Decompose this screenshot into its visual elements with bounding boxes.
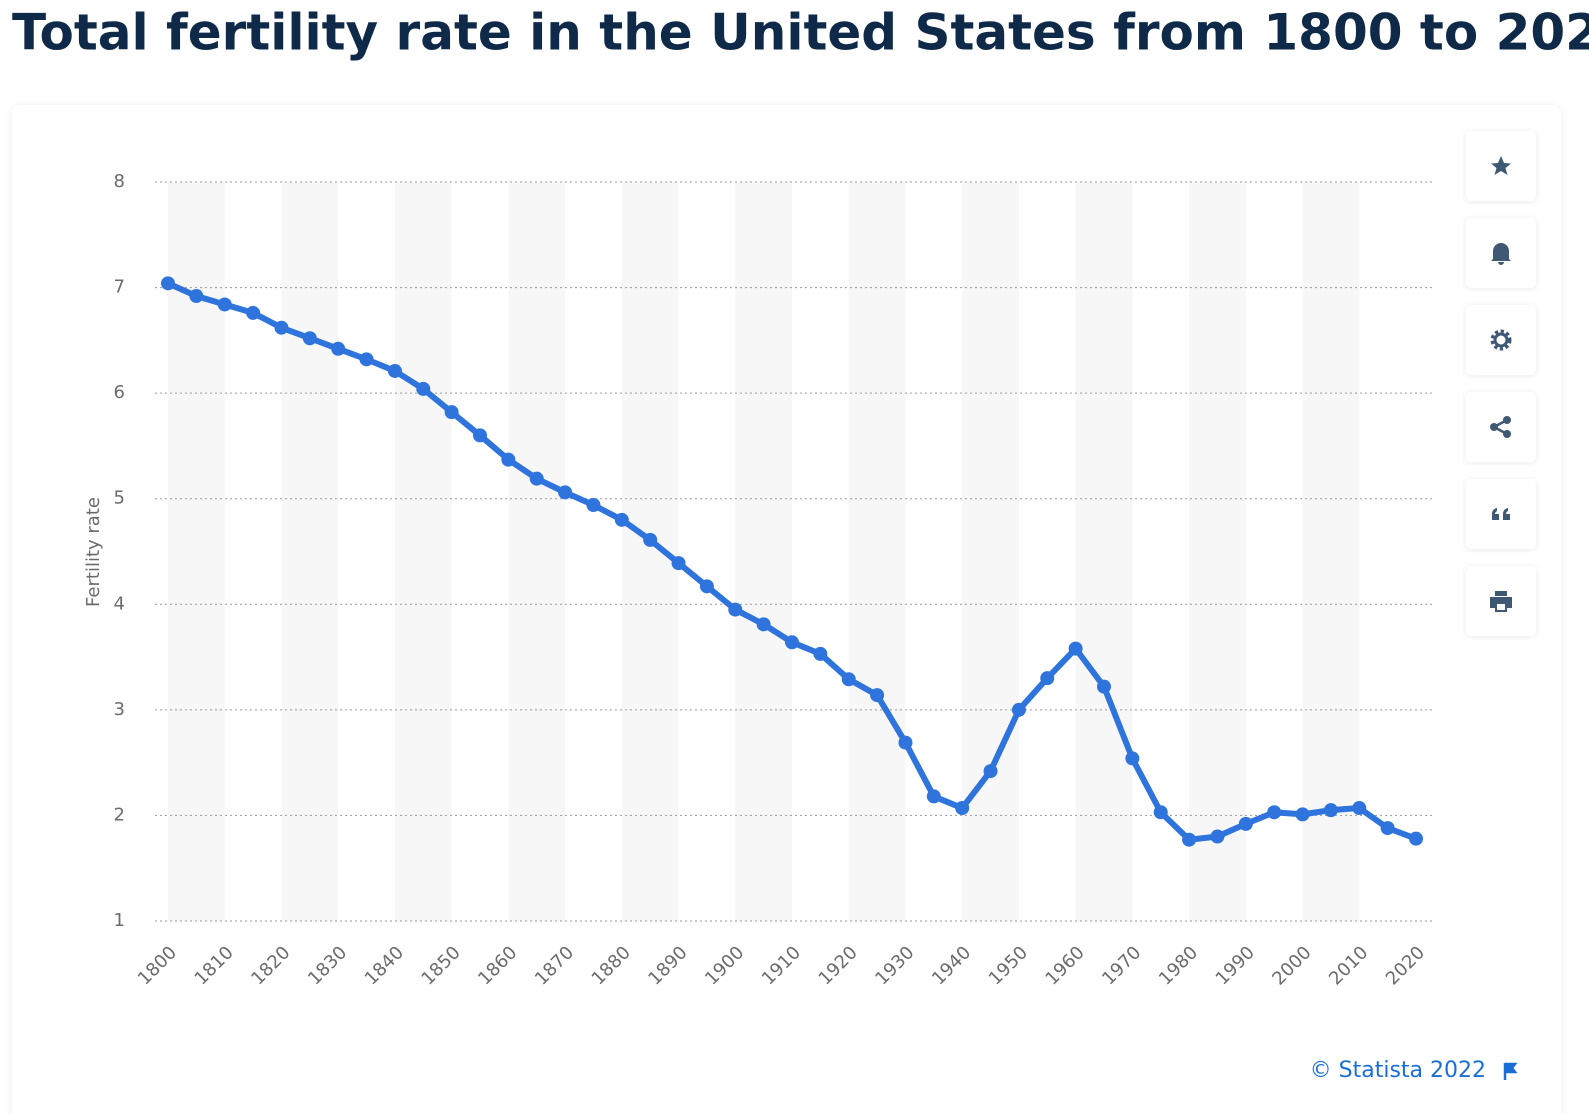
data-point [1295,807,1310,822]
y-tick-label: 5 [114,488,125,509]
band [508,182,566,921]
data-point [274,320,289,335]
data-point [1323,803,1338,818]
data-point [359,352,374,367]
band [621,182,679,921]
band [962,182,1019,921]
data-point [1182,832,1197,847]
band [281,182,339,921]
button-bg [1466,479,1536,549]
data-point [1097,679,1111,694]
data-point [1409,831,1423,846]
data-point [785,635,799,650]
data-point [387,363,402,378]
data-point [217,297,232,312]
alert-button[interactable] [1466,218,1536,288]
data-point [699,579,714,594]
gear-icon-inner [1493,332,1509,348]
data-point [841,672,856,687]
data-point [926,789,941,804]
bell-icon [1491,243,1511,265]
favorite-button[interactable] [1466,131,1536,201]
data-point [756,617,771,632]
y-axis-label: Fertility rate [83,497,104,607]
settings-button[interactable] [1466,305,1536,375]
data-point [529,471,544,486]
share-button[interactable] [1466,392,1536,462]
data-point [246,305,261,320]
quote-icon [1492,508,1510,520]
share-dot [1490,423,1498,431]
data-point [1380,821,1395,836]
print-button[interactable] [1466,566,1536,636]
band [735,182,792,921]
data-point [1068,641,1083,656]
data-point [671,556,686,571]
source-credit[interactable]: © Statista 2022 [1310,1058,1486,1083]
y-tick-label: 7 [114,277,125,298]
data-point [1352,801,1367,816]
data-point [614,512,629,527]
data-point [1238,816,1253,831]
y-tick-label: 4 [114,593,125,614]
data-point [870,688,885,703]
data-point [1011,702,1026,717]
band [848,182,906,921]
plot [161,276,1423,847]
star-icon [1491,156,1511,175]
data-point [1267,805,1282,820]
y-tick-label: 1 [114,910,125,931]
data-point [501,452,516,467]
share-dot [1503,430,1511,438]
data-point [643,532,658,547]
button-bg [1466,305,1536,375]
y-tick-label: 3 [114,699,125,720]
data-point [416,381,431,396]
y-tick-label: 8 [114,171,125,192]
printer-paper [1497,604,1505,610]
data-point [955,801,970,816]
band [1189,182,1246,921]
data-point [1153,805,1168,820]
data-point [189,289,204,304]
cite-button[interactable] [1466,479,1536,549]
share-dot [1503,416,1511,424]
chart-title: Total fertility rate in the United State… [12,4,1589,62]
band [168,182,225,921]
data-point [473,428,487,443]
data-point [331,341,346,356]
flag-icon[interactable] [1503,1062,1518,1080]
data-point [1210,829,1225,844]
data-point [558,485,573,500]
band [1302,182,1360,921]
bands [168,182,1360,921]
button-bg [1466,392,1536,462]
gear-icon [1490,329,1512,351]
data-point [586,498,601,513]
band [1075,182,1133,921]
toolbar [1466,131,1536,636]
data-point [813,646,828,661]
data-point [898,735,913,750]
printer-icon [1490,591,1512,612]
data-point [1040,671,1055,686]
data-point [161,276,175,291]
band [394,182,452,921]
data-point [444,405,459,420]
data-point [302,331,317,346]
data-point [728,602,743,617]
y-tick-label: 2 [114,804,125,825]
data-point [983,764,998,779]
y-tick-label: 6 [114,382,125,403]
data-point [1125,751,1140,766]
